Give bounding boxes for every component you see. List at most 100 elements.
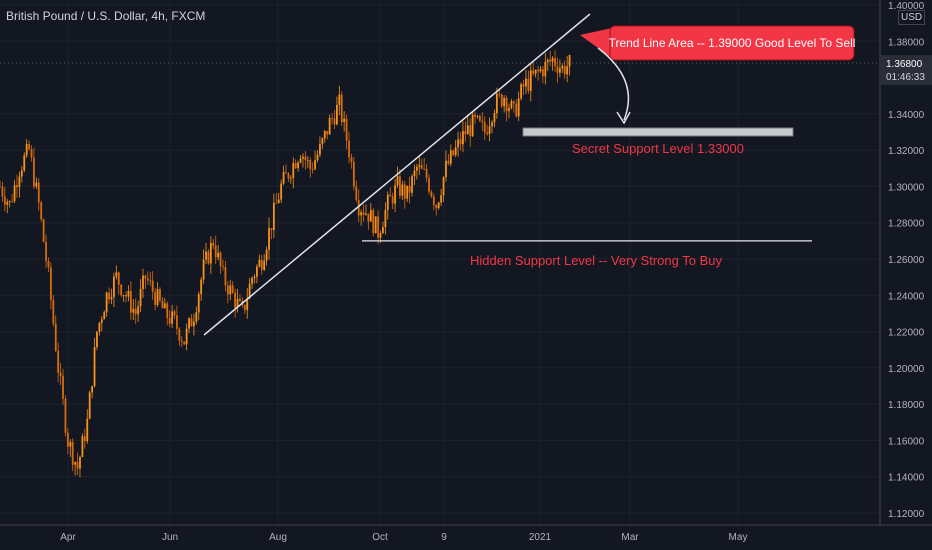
candle-body [503,97,506,107]
candle-body [534,69,537,74]
candle-body [195,312,198,322]
candle-body [69,442,72,447]
candle-body [505,97,508,112]
price-axis[interactable]: 1.40000 1.38000 1.34000 1.32000 1.30000 1.280… [881,1,932,520]
candle-body [454,147,457,156]
arrow-head-icon [616,111,631,125]
price-tick-label: 1.38000 [888,37,925,48]
candle-body [483,122,486,133]
candle-body [127,290,130,297]
candle-body [435,205,438,209]
candle-body [408,185,411,193]
price-tick-label: 1.18000 [888,400,925,411]
candle-body [79,456,81,469]
candle-body [253,276,256,278]
candle-body [568,55,571,67]
callout-pointer [580,28,612,58]
candle-body [384,209,387,228]
candle-body [224,267,227,286]
candle-body [542,69,544,77]
candle-body [280,183,283,200]
time-axis[interactable]: Apr Jun Aug Oct 9 2021 Mar May [60,532,747,543]
candle-body [352,161,355,187]
candle-body [270,228,273,230]
candle-body [23,155,26,171]
candle-body [260,260,263,270]
hidden-support-label: Hidden Support Level -- Very Strong To B… [470,253,722,268]
candle-body [355,186,358,200]
candle-body [399,176,401,196]
candle-body [377,216,380,238]
candle-body [510,101,513,108]
candle-body [396,176,399,186]
trend-line[interactable] [203,13,591,336]
candle-body [556,66,559,73]
candle-body [100,319,103,323]
candle-body [25,144,28,156]
candle-body [49,267,52,300]
candle-body [299,158,302,163]
chart-annotations: Trend Line Area -- 1.39000 Good Level To… [203,13,855,336]
current-price-tag[interactable] [881,55,932,86]
candle-body [525,78,527,87]
candle-body [369,210,372,222]
candle-body [0,186,1,188]
candle-body [66,432,69,447]
bar-countdown: 01:46:33 [886,72,925,83]
candle-body [159,289,161,301]
candle-body [163,303,166,309]
candle-body [202,259,205,280]
candle-body [239,298,241,301]
candle-body [83,436,86,442]
candle-body [486,132,489,135]
candle-body [234,292,237,308]
candle-body [546,59,549,62]
price-tick-label: 1.32000 [888,146,925,157]
price-tick-label: 1.30000 [888,182,925,193]
candle-body [437,202,440,209]
candle-body [367,213,370,222]
candle-body [129,290,132,313]
callout-box[interactable] [609,25,855,61]
candle-body [515,103,518,117]
candle-body [180,340,183,342]
candle-body [374,216,377,234]
time-tick-label: 9 [441,532,447,543]
candle-body [142,275,144,290]
candle-body [256,266,258,277]
candle-body [190,318,193,327]
secret-support-box[interactable] [522,127,794,137]
candle-body [40,202,43,220]
candle-body [401,184,404,196]
candle-body [59,372,62,376]
candle-body [289,177,292,179]
candle-body [333,118,336,125]
candle-body [430,191,433,197]
candle-body [309,160,312,170]
candle-body [64,398,67,433]
candle-body [365,213,367,215]
candle-body [272,202,275,230]
price-tick-label: 1.40000 [888,1,925,12]
candle-body [459,139,462,145]
candle-body [132,308,135,313]
candle-body [328,118,331,135]
candle-body [8,201,11,202]
candle-body [425,168,428,179]
price-tick-label: 1.16000 [888,436,925,447]
candle-body [561,65,564,69]
candle-body [462,131,464,145]
candle-body [338,94,341,105]
candle-body [285,172,287,174]
candle-body [321,138,324,145]
candle-body [457,139,459,148]
candle-body [297,162,300,169]
candle-body [236,298,239,308]
candle-body [125,295,127,297]
candle-body [173,311,176,316]
currency-badge[interactable]: USD [898,10,926,25]
candle-body [440,195,443,203]
candle-body [500,94,503,107]
candle-body [197,294,200,313]
